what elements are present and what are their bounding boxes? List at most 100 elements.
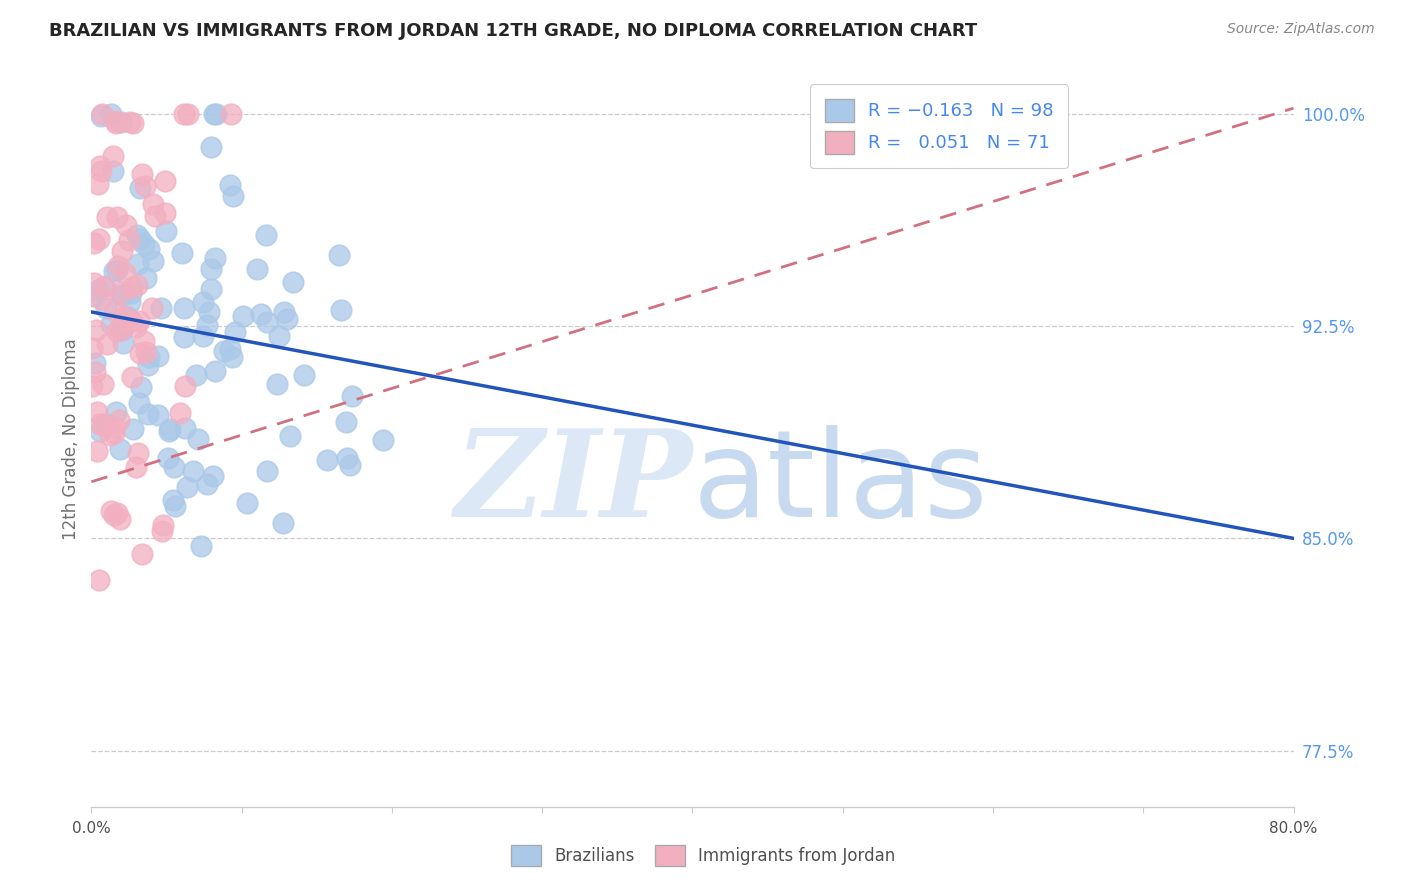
Text: atlas: atlas (692, 425, 988, 542)
Y-axis label: 12th Grade, No Diploma: 12th Grade, No Diploma (62, 338, 80, 541)
Point (122, 116, 145, 130)
Point (131, 167, 153, 181)
Point (103, 149, 125, 163)
Point (339, 458, 361, 473)
Point (100, 317, 122, 331)
Point (329, 302, 352, 317)
Point (204, 251, 226, 265)
Legend: Brazilians, Immigrants from Jordan: Brazilians, Immigrants from Jordan (505, 838, 901, 873)
Point (165, 500, 187, 514)
Point (328, 247, 350, 261)
Point (90, 164, 112, 178)
Point (131, 548, 153, 562)
Point (112, 310, 135, 324)
Point (129, 232, 152, 246)
Point (96, 336, 118, 351)
Point (104, 303, 127, 318)
Point (232, 309, 254, 323)
Point (127, 228, 149, 243)
Point (283, 275, 305, 289)
Point (335, 415, 357, 429)
Point (134, 178, 156, 193)
Point (111, 288, 134, 302)
Point (156, 450, 179, 465)
Point (96, 301, 118, 315)
Point (90, 292, 112, 306)
Point (315, 453, 337, 467)
Point (246, 262, 269, 277)
Point (236, 496, 259, 510)
Point (90, 107, 112, 121)
Point (107, 413, 129, 427)
Point (135, 271, 157, 285)
Point (198, 305, 221, 319)
Point (105, 324, 128, 338)
Point (101, 164, 124, 178)
Point (90, 109, 112, 123)
Point (89, 159, 111, 173)
Point (174, 379, 197, 393)
Point (162, 492, 184, 507)
Point (118, 294, 141, 309)
Point (111, 244, 134, 258)
Point (86, 405, 108, 419)
Point (157, 424, 180, 438)
Point (108, 323, 131, 337)
Point (93, 418, 115, 433)
Point (219, 107, 242, 121)
Text: ZIP: ZIP (454, 425, 692, 542)
Point (138, 243, 160, 257)
Point (91, 280, 114, 294)
Point (136, 407, 159, 421)
Point (129, 181, 152, 195)
Point (150, 301, 173, 315)
Point (135, 344, 157, 359)
Point (86, 444, 108, 458)
Point (107, 259, 129, 273)
Point (138, 351, 160, 365)
Point (222, 188, 245, 202)
Point (205, 107, 228, 121)
Point (278, 429, 301, 443)
Point (214, 343, 236, 358)
Point (107, 506, 129, 520)
Legend: R = −0.163   N = 98, R =   0.051   N = 71: R = −0.163 N = 98, R = 0.051 N = 71 (810, 84, 1069, 169)
Point (256, 315, 278, 329)
Point (107, 263, 129, 277)
Point (174, 421, 197, 435)
Text: BRAZILIAN VS IMMIGRANTS FROM JORDAN 12TH GRADE, NO DIPLOMA CORRELATION CHART: BRAZILIAN VS IMMIGRANTS FROM JORDAN 12TH… (49, 22, 977, 40)
Point (256, 464, 278, 478)
Point (125, 278, 148, 293)
Point (153, 206, 176, 220)
Point (148, 408, 170, 422)
Point (371, 433, 394, 447)
Point (89, 424, 111, 438)
Point (89, 417, 111, 431)
Point (80, 341, 103, 355)
Point (104, 420, 127, 434)
Point (193, 294, 215, 309)
Point (186, 368, 208, 382)
Point (201, 469, 224, 483)
Point (84, 323, 107, 337)
Point (221, 351, 243, 365)
Point (110, 285, 132, 300)
Point (183, 464, 205, 478)
Point (204, 364, 226, 378)
Point (224, 325, 246, 339)
Point (83, 276, 105, 290)
Point (190, 539, 212, 553)
Point (150, 524, 173, 538)
Point (153, 174, 176, 188)
Point (83, 235, 105, 250)
Point (273, 305, 295, 319)
Point (219, 342, 242, 356)
Point (340, 389, 363, 403)
Point (132, 334, 155, 349)
Point (266, 377, 288, 392)
Point (104, 405, 127, 419)
Point (104, 116, 127, 130)
Point (132, 237, 155, 252)
Point (103, 508, 125, 523)
Point (276, 312, 298, 326)
